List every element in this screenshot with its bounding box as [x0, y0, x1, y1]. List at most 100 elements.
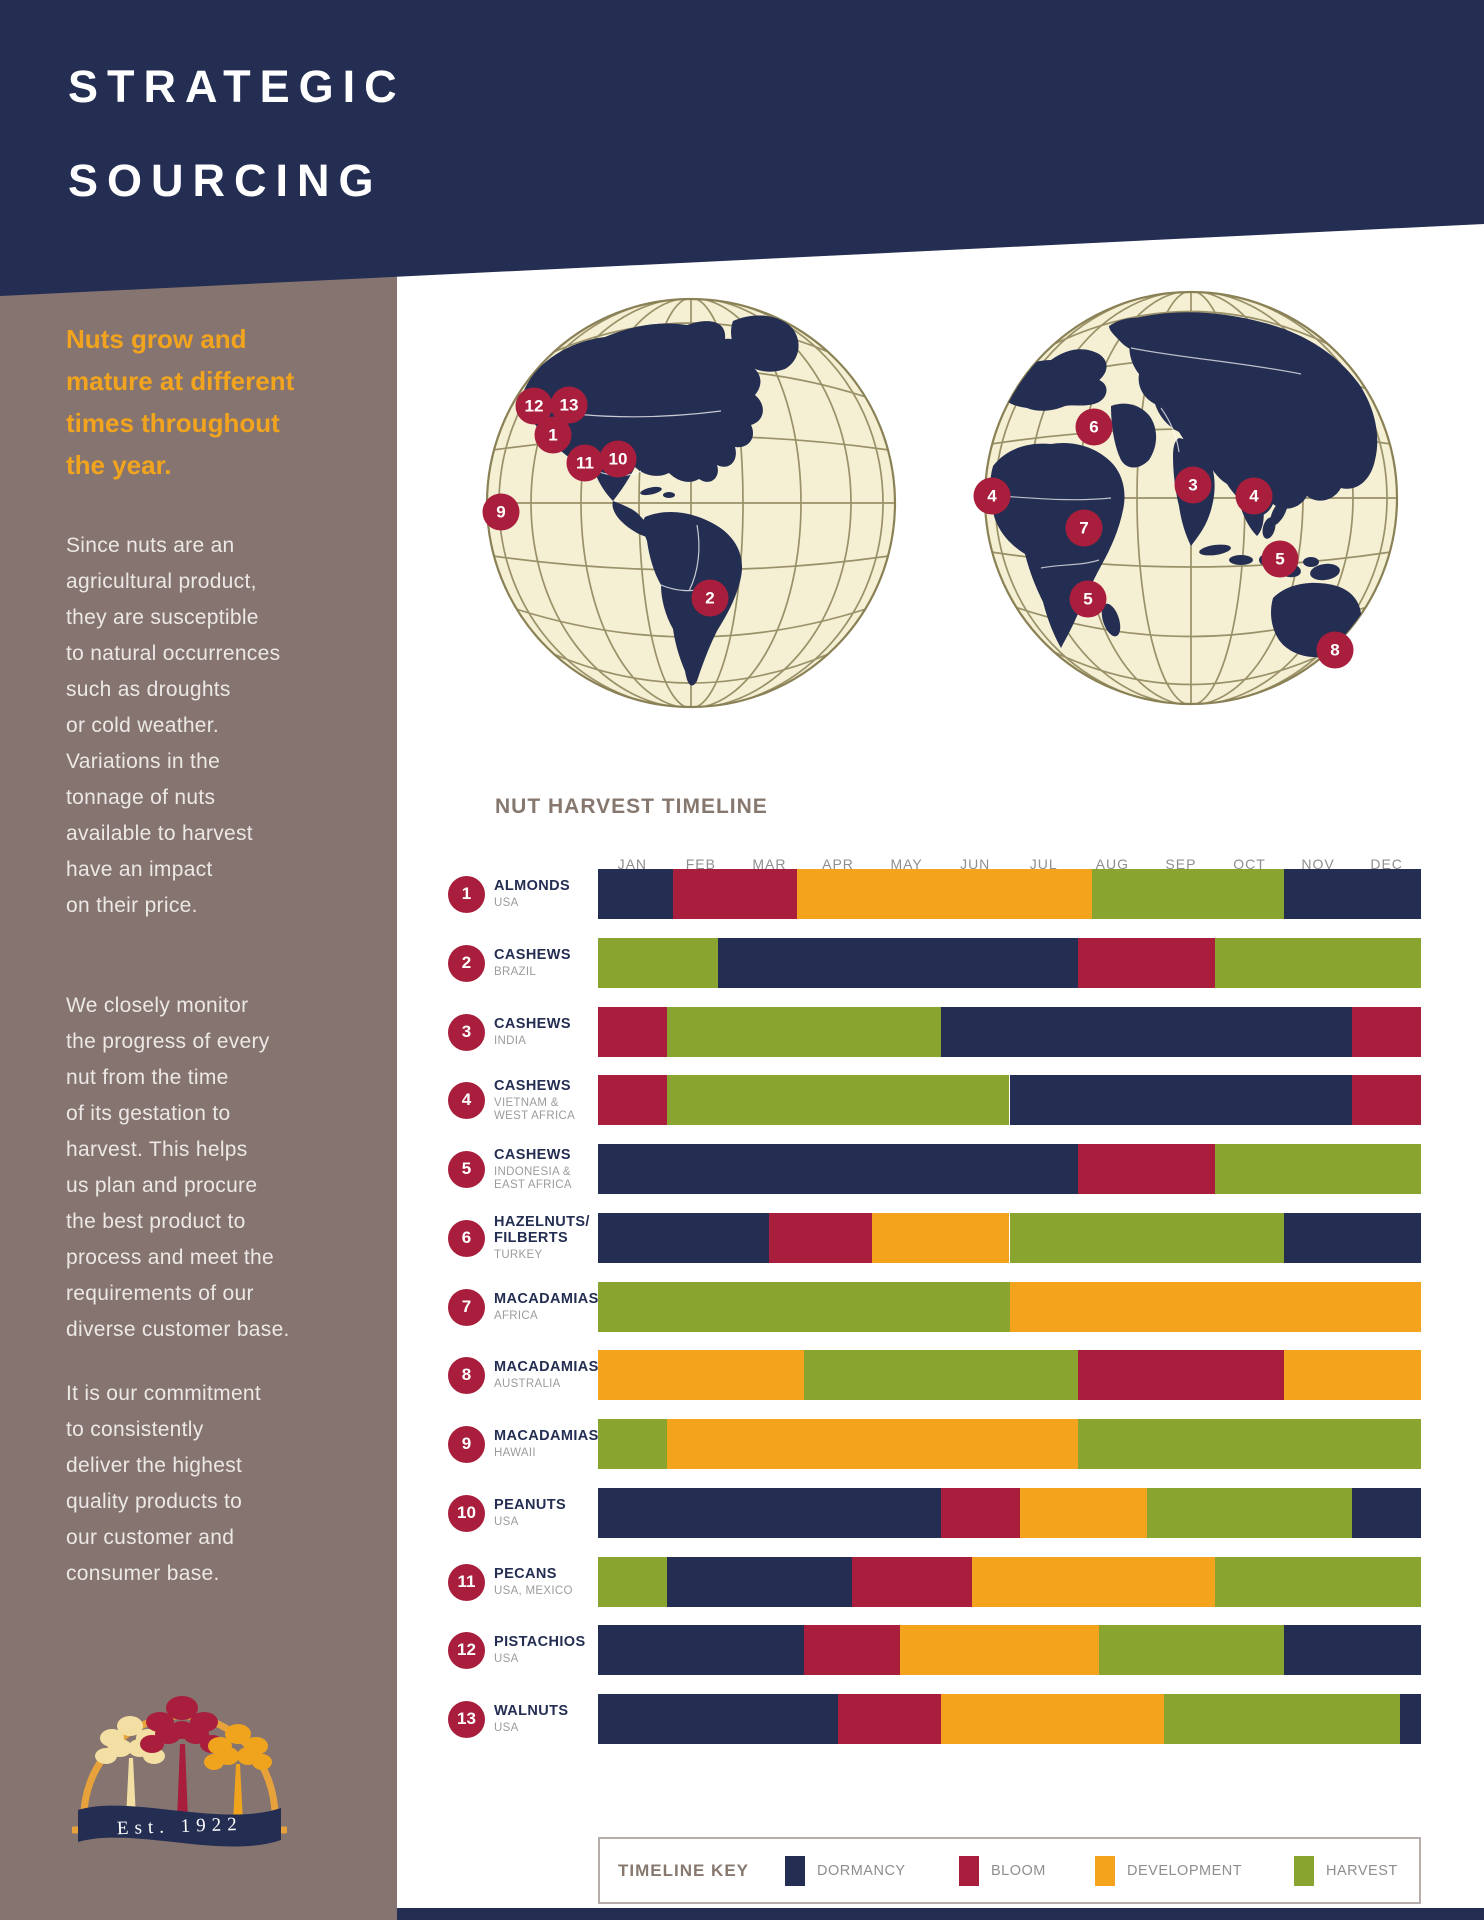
- phase-segment-development: [940, 1694, 1164, 1744]
- row-number-badge: 8: [448, 1356, 485, 1394]
- phase-segment-harvest: [1163, 1694, 1401, 1744]
- nut-country: INDONESIA & EAST AFRICA: [494, 1165, 572, 1191]
- month-label: AUG: [1095, 856, 1129, 872]
- phase-segment-dormancy: [598, 1144, 1079, 1194]
- row-label: CASHEWS INDONESIA & EAST AFRICA: [494, 1144, 604, 1194]
- month-label: MAY: [890, 856, 923, 872]
- timeline-key: TIMELINE KEY DORMANCY BLOOM DEVELOPMENT HAR…: [598, 1837, 1421, 1904]
- phase-segment-harvest: [1078, 1419, 1421, 1469]
- row-number-badge: 3: [448, 1013, 485, 1051]
- month-label: APR: [822, 856, 854, 872]
- timeline-bar: [598, 1350, 1421, 1400]
- header-banner: STRATEGIC SOURCING: [0, 0, 1484, 296]
- timeline-bar: [598, 1213, 1421, 1263]
- map-marker-3: 3: [1174, 466, 1212, 504]
- row-label: CASHEWS VIETNAM & WEST AFRICA: [494, 1075, 604, 1125]
- nut-country: USA: [494, 897, 519, 909]
- row-number-badge: 11: [448, 1563, 485, 1601]
- timeline-row: 1 ALMONDS USA: [0, 869, 1484, 919]
- phase-segment-harvest: [598, 938, 719, 988]
- row-label: ALMONDS USA: [494, 869, 604, 919]
- footer-strip: [397, 1908, 1484, 1920]
- phase-segment-bloom: [803, 1625, 900, 1675]
- month-label: OCT: [1233, 856, 1266, 872]
- nut-country: VIETNAM & WEST AFRICA: [494, 1096, 576, 1122]
- month-label: NOV: [1301, 856, 1335, 872]
- nut-country: USA: [494, 1516, 519, 1528]
- map-marker-8: 8: [1316, 631, 1354, 669]
- timeline-row: 2 CASHEWS BRAZIL: [0, 938, 1484, 988]
- timeline-bar: [598, 938, 1421, 988]
- timeline-row: 7 MACADAMIAS AFRICA: [0, 1282, 1484, 1332]
- key-label: HARVEST: [1326, 1863, 1398, 1879]
- timeline-row: 11 PECANS USA, MEXICO: [0, 1557, 1484, 1607]
- phase-segment-dormancy: [1352, 1488, 1421, 1538]
- phase-segment-harvest: [1091, 869, 1284, 919]
- row-label: HAZELNUTS/ FILBERTS TURKEY: [494, 1213, 604, 1263]
- row-number-badge: 6: [448, 1219, 485, 1257]
- phase-segment-development: [872, 1213, 1010, 1263]
- row-number-badge: 9: [448, 1425, 485, 1463]
- timeline-key-title: TIMELINE KEY: [618, 1861, 750, 1880]
- row-label: WALNUTS USA: [494, 1694, 604, 1744]
- row-number-badge: 5: [448, 1150, 485, 1188]
- phase-segment-bloom: [673, 869, 797, 919]
- phase-segment-development: [796, 869, 1092, 919]
- timeline-bar: [598, 1419, 1421, 1469]
- nut-country: AUSTRALIA: [494, 1378, 561, 1390]
- nut-name: HAZELNUTS/ FILBERTS: [494, 1214, 590, 1246]
- phase-segment-harvest: [666, 1075, 1010, 1125]
- timeline-row: 13 WALNUTS USA: [0, 1694, 1484, 1744]
- key-swatch-harvest: [1294, 1856, 1314, 1886]
- phase-segment-dormancy: [1283, 1625, 1421, 1675]
- timeline-bar: [598, 1007, 1421, 1057]
- nut-name: MACADAMIAS: [494, 1428, 599, 1444]
- map-marker-5: 5: [1069, 580, 1107, 618]
- phase-segment-bloom: [838, 1694, 941, 1744]
- month-label: JAN: [617, 856, 648, 872]
- phase-segment-bloom: [598, 1075, 667, 1125]
- nut-country: AFRICA: [494, 1310, 538, 1322]
- phase-segment-development: [598, 1350, 804, 1400]
- month-label: SEP: [1165, 856, 1197, 872]
- phase-segment-harvest: [666, 1007, 941, 1057]
- phase-segment-harvest: [803, 1350, 1079, 1400]
- nut-name: WALNUTS: [494, 1703, 569, 1719]
- month-label: MAR: [752, 856, 787, 872]
- nut-name: CASHEWS: [494, 1016, 571, 1032]
- phase-segment-harvest: [598, 1419, 667, 1469]
- phase-segment-harvest: [1215, 938, 1421, 988]
- map-marker-9: 9: [482, 493, 520, 531]
- key-item-bloom: BLOOM: [959, 1856, 1046, 1886]
- nut-country: USA: [494, 1722, 519, 1734]
- page-title: STRATEGIC SOURCING: [68, 61, 406, 206]
- nut-name: PEANUTS: [494, 1497, 567, 1513]
- timeline-bar: [598, 869, 1421, 919]
- timeline-bar: [598, 1075, 1421, 1125]
- logo-est-text: Est. 1922: [117, 1814, 243, 1839]
- map-marker-5: 5: [1261, 540, 1299, 578]
- month-label: FEB: [685, 856, 716, 872]
- month-label: DEC: [1370, 856, 1403, 872]
- phase-segment-harvest: [1215, 1144, 1421, 1194]
- map-marker-7: 7: [1065, 509, 1103, 547]
- key-label: DORMANCY: [817, 1863, 906, 1879]
- month-label: JUN: [960, 856, 991, 872]
- nut-country: USA: [494, 1653, 519, 1665]
- map-marker-6: 6: [1075, 408, 1113, 446]
- sidebar-heading: Nuts grow and mature at different times …: [66, 324, 295, 480]
- phase-segment-bloom: [1352, 1075, 1421, 1125]
- phase-segment-dormancy: [598, 1625, 804, 1675]
- phase-segment-bloom: [1078, 1144, 1216, 1194]
- key-swatch-bloom: [959, 1856, 979, 1886]
- timeline-row: 3 CASHEWS INDIA: [0, 1007, 1484, 1057]
- timeline-row: 5 CASHEWS INDONESIA & EAST AFRICA: [0, 1144, 1484, 1194]
- phase-segment-dormancy: [1283, 1213, 1421, 1263]
- phase-segment-bloom: [851, 1557, 972, 1607]
- phase-segment-bloom: [769, 1213, 873, 1263]
- timeline-bar: [598, 1282, 1421, 1332]
- country-borders: [1000, 347, 1302, 569]
- phase-segment-development: [666, 1419, 1079, 1469]
- phase-segment-dormancy: [598, 869, 674, 919]
